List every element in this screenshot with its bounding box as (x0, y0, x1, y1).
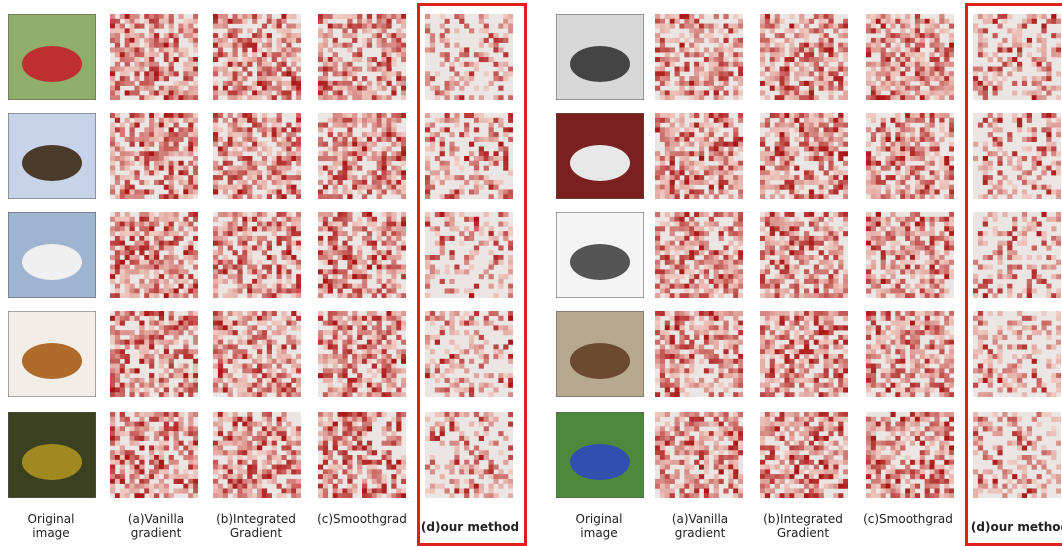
saliency-map (213, 113, 301, 199)
saliency-map (866, 412, 954, 498)
caption-line: gradient (110, 526, 202, 540)
saliency-map (973, 311, 1061, 397)
original-image (8, 113, 96, 199)
caption-line: (c)Smoothgrad (862, 512, 954, 526)
saliency-map (110, 212, 198, 298)
caption: (d)our method (420, 520, 520, 534)
saliency-map (318, 311, 406, 397)
caption-line: (b)Integrated (210, 512, 302, 526)
caption-line: gradient (654, 526, 746, 540)
saliency-map (760, 212, 848, 298)
saliency-map (318, 14, 406, 100)
saliency-map (866, 212, 954, 298)
saliency-map (760, 14, 848, 100)
caption: (a)Vanillagradient (110, 512, 202, 540)
original-image (556, 412, 644, 498)
saliency-map (866, 14, 954, 100)
caption-line: Original (553, 512, 645, 526)
caption-line: (b)Integrated (757, 512, 849, 526)
saliency-map (318, 212, 406, 298)
caption: (b)IntegratedGradient (210, 512, 302, 540)
caption-line: (a)Vanilla (110, 512, 202, 526)
original-image (556, 14, 644, 100)
saliency-map (318, 113, 406, 199)
caption-line: Gradient (757, 526, 849, 540)
caption: (c)Smoothgrad (862, 512, 954, 526)
original-image (556, 311, 644, 397)
saliency-map (760, 311, 848, 397)
caption: (c)Smoothgrad (316, 512, 408, 526)
saliency-map (425, 412, 513, 498)
caption-line: image (553, 526, 645, 540)
caption-line: (c)Smoothgrad (316, 512, 408, 526)
figure: Originalimage(a)Vanillagradient(b)Integr… (0, 0, 1062, 546)
saliency-map (760, 113, 848, 199)
saliency-map (866, 113, 954, 199)
saliency-map (973, 212, 1061, 298)
saliency-map (213, 212, 301, 298)
caption-line: Gradient (210, 526, 302, 540)
saliency-map (655, 412, 743, 498)
caption-line: (a)Vanilla (654, 512, 746, 526)
saliency-map (655, 113, 743, 199)
saliency-map (110, 14, 198, 100)
saliency-map (655, 311, 743, 397)
caption-line: (d)our method (420, 520, 520, 534)
saliency-map (318, 412, 406, 498)
caption-line: image (5, 526, 97, 540)
caption-line: (d)our method (970, 520, 1062, 534)
original-image (556, 212, 644, 298)
saliency-map (425, 14, 513, 100)
original-image (8, 212, 96, 298)
saliency-map (425, 113, 513, 199)
caption: (a)Vanillagradient (654, 512, 746, 540)
saliency-map (213, 412, 301, 498)
saliency-map (425, 212, 513, 298)
saliency-map (655, 212, 743, 298)
caption: (b)IntegratedGradient (757, 512, 849, 540)
saliency-map (213, 14, 301, 100)
saliency-map (110, 412, 198, 498)
saliency-map (655, 14, 743, 100)
saliency-map (973, 14, 1061, 100)
saliency-map (760, 412, 848, 498)
original-image (556, 113, 644, 199)
saliency-map (866, 311, 954, 397)
saliency-map (213, 311, 301, 397)
caption: Originalimage (5, 512, 97, 540)
caption: (d)our method (970, 520, 1062, 534)
caption-line: Original (5, 512, 97, 526)
original-image (8, 14, 96, 100)
saliency-map (110, 311, 198, 397)
original-image (8, 311, 96, 397)
saliency-map (425, 311, 513, 397)
caption: Originalimage (553, 512, 645, 540)
saliency-map (110, 113, 198, 199)
saliency-map (973, 113, 1061, 199)
saliency-map (973, 412, 1061, 498)
original-image (8, 412, 96, 498)
